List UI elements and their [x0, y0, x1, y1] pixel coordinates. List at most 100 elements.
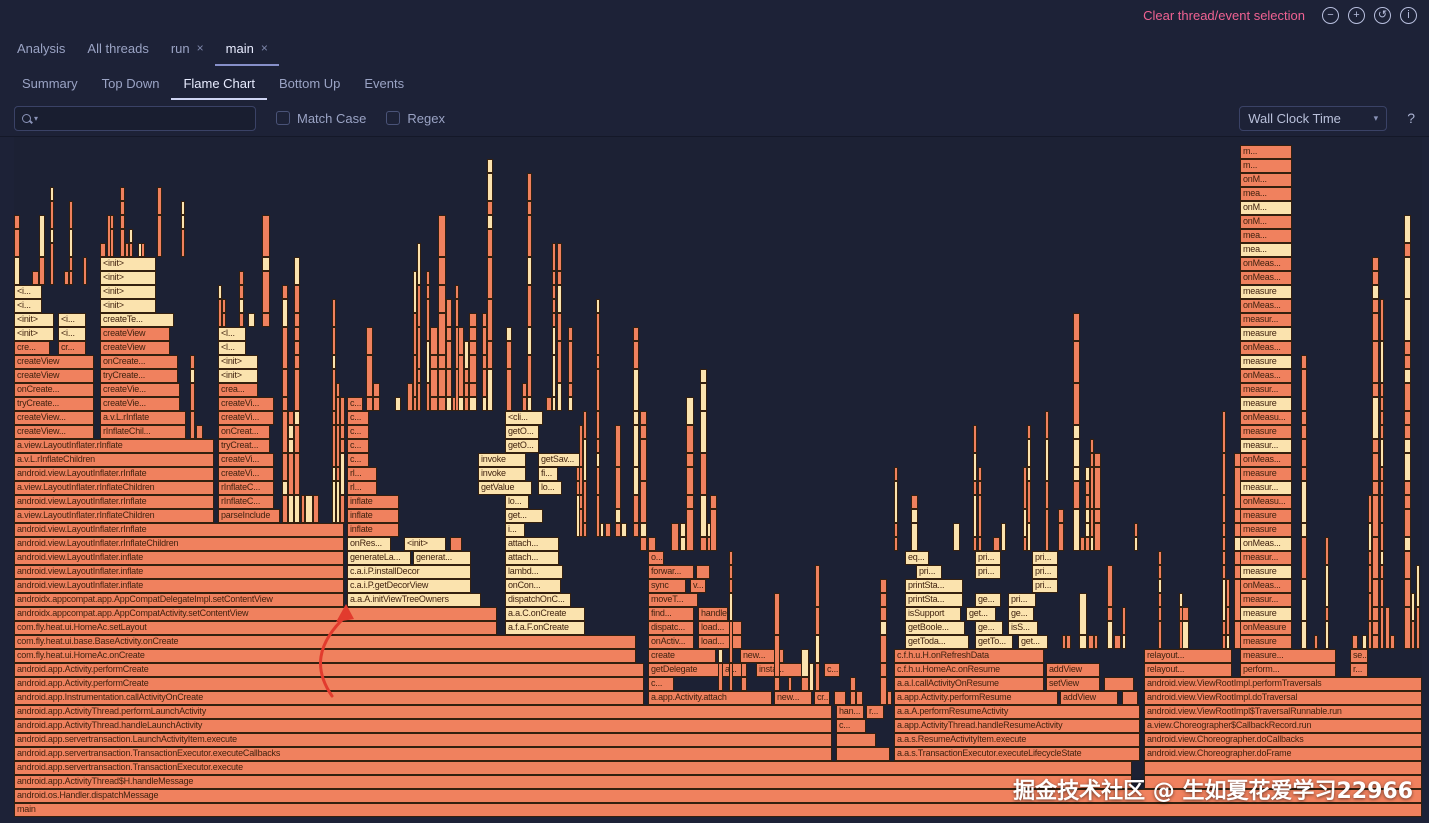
flame-frame[interactable]: android.view.Choreographer.doFrame	[1144, 747, 1422, 761]
flame-frame[interactable]: onMeas...	[1240, 579, 1292, 593]
flame-frame[interactable]	[1404, 495, 1411, 509]
flame-frame[interactable]	[1404, 537, 1411, 551]
flame-frame[interactable]	[340, 495, 345, 523]
flame-frame[interactable]	[1222, 621, 1226, 635]
chevron-down-icon[interactable]: ▾	[34, 113, 39, 123]
flame-frame[interactable]	[568, 383, 573, 397]
flame-frame[interactable]: android.view.ViewRootImpl.performTravers…	[1144, 677, 1422, 691]
flame-frame[interactable]: measure	[1240, 327, 1292, 341]
flame-frame[interactable]	[1325, 565, 1329, 607]
flame-frame[interactable]: sync	[648, 579, 686, 593]
flame-frame[interactable]	[596, 299, 600, 313]
flame-frame[interactable]: relayout...	[1144, 663, 1232, 677]
flame-frame[interactable]	[850, 691, 856, 705]
flame-frame[interactable]	[552, 313, 556, 327]
flame-frame[interactable]: onRes...	[347, 537, 391, 551]
flame-frame[interactable]	[222, 313, 226, 327]
flame-frame[interactable]	[482, 355, 487, 369]
flame-frame[interactable]: cre...	[14, 341, 50, 355]
flame-frame[interactable]: setView	[1046, 677, 1100, 691]
flame-frame[interactable]: onM...	[1240, 201, 1292, 215]
flame-frame[interactable]	[615, 523, 621, 537]
flame-frame[interactable]	[686, 453, 694, 467]
flame-frame[interactable]	[633, 341, 639, 369]
flame-frame[interactable]	[880, 663, 887, 677]
flame-frame[interactable]: createView	[100, 341, 170, 355]
flame-frame[interactable]	[413, 355, 417, 397]
flame-frame[interactable]	[69, 257, 73, 271]
flame-frame[interactable]	[527, 327, 532, 355]
flame-frame[interactable]	[487, 173, 493, 201]
flame-frame[interactable]	[1122, 635, 1126, 649]
flame-frame[interactable]	[487, 229, 493, 257]
flame-frame[interactable]	[446, 397, 452, 411]
flame-frame[interactable]: dispatchOnC...	[505, 593, 571, 607]
flame-frame[interactable]	[1372, 439, 1379, 453]
flame-frame[interactable]	[1023, 537, 1027, 551]
flame-frame[interactable]	[181, 229, 185, 257]
flame-frame[interactable]	[1372, 495, 1379, 537]
flame-frame[interactable]	[1372, 453, 1379, 481]
flame-frame[interactable]	[1085, 523, 1090, 537]
flame-frame[interactable]	[579, 425, 583, 467]
tab-events[interactable]: Events	[364, 75, 405, 91]
flame-frame[interactable]	[141, 243, 145, 257]
flame-frame[interactable]: cr...	[58, 341, 86, 355]
flame-frame[interactable]	[894, 537, 898, 551]
flame-frame[interactable]	[487, 257, 493, 299]
flame-frame[interactable]	[729, 621, 733, 663]
flame-frame[interactable]	[615, 509, 621, 523]
flame-frame[interactable]: a.view.LayoutInflater.rInflate	[14, 439, 214, 453]
flame-frame[interactable]	[633, 411, 639, 425]
flame-frame[interactable]: createVi...	[218, 467, 274, 481]
flame-frame[interactable]	[1085, 537, 1090, 551]
close-icon[interactable]: ×	[196, 41, 204, 55]
flame-frame[interactable]	[366, 355, 373, 397]
flame-frame[interactable]	[1179, 593, 1183, 607]
flame-frame[interactable]: onMeas...	[1240, 271, 1292, 285]
flame-frame[interactable]	[1158, 579, 1162, 593]
flame-frame[interactable]	[1073, 481, 1080, 509]
flame-frame[interactable]: createVie...	[100, 383, 180, 397]
flame-frame[interactable]	[1404, 257, 1411, 299]
flame-frame[interactable]: ge...	[975, 593, 1001, 607]
flame-frame[interactable]: relayout...	[1144, 649, 1232, 663]
flame-frame[interactable]	[1372, 481, 1379, 495]
flame-frame[interactable]: androidx.appcompat.app.AppCompatActivity…	[14, 607, 497, 621]
flame-frame[interactable]	[413, 313, 417, 355]
flame-frame[interactable]	[552, 327, 556, 355]
flame-frame[interactable]: a.a.A.performResumeActivity	[894, 705, 1140, 719]
flame-frame[interactable]	[487, 159, 493, 173]
flame-frame[interactable]: onMeas...	[1240, 341, 1292, 355]
flame-frame[interactable]: lambd...	[505, 565, 563, 579]
flame-frame[interactable]	[1058, 509, 1064, 523]
flame-frame[interactable]	[671, 523, 679, 551]
flame-frame[interactable]	[596, 439, 600, 453]
flame-frame[interactable]	[1301, 481, 1307, 523]
flame-frame[interactable]	[469, 327, 477, 341]
flame-frame[interactable]	[1104, 677, 1134, 691]
flame-frame[interactable]: c...	[347, 453, 369, 467]
flame-frame[interactable]: pri...	[975, 551, 1001, 565]
flame-frame[interactable]	[834, 691, 846, 705]
flame-frame[interactable]: onMeas...	[1240, 453, 1292, 467]
flame-frame[interactable]	[1380, 439, 1384, 467]
flame-frame[interactable]	[1301, 523, 1307, 537]
flame-frame[interactable]: inflate	[347, 495, 399, 509]
flame-frame[interactable]	[894, 467, 898, 481]
flame-frame[interactable]	[1090, 439, 1094, 453]
flame-frame[interactable]: printSta...	[905, 579, 963, 593]
flame-frame[interactable]	[1182, 621, 1189, 649]
flame-frame[interactable]	[1027, 439, 1031, 467]
flame-frame[interactable]	[288, 453, 294, 495]
flame-frame[interactable]	[596, 313, 600, 355]
flame-frame[interactable]	[1158, 593, 1162, 607]
flame-frame[interactable]: mea...	[1240, 187, 1292, 201]
flame-frame[interactable]	[430, 355, 438, 369]
flame-frame[interactable]	[1404, 411, 1411, 425]
flame-frame[interactable]	[1372, 607, 1379, 621]
flame-frame[interactable]: android.view.LayoutInflater.rInflate	[14, 467, 214, 481]
flame-frame[interactable]	[557, 341, 562, 383]
flame-frame[interactable]	[815, 663, 820, 691]
help-icon[interactable]: ?	[1407, 110, 1415, 126]
